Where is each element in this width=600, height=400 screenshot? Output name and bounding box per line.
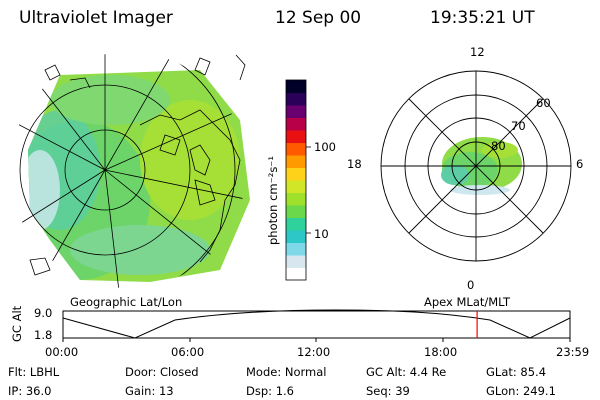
polar-mlat-mlt-panel bbox=[380, 70, 572, 262]
mode-field: Mode: Normal bbox=[246, 365, 327, 379]
dsp-value: 1.6 bbox=[275, 384, 294, 398]
mlt-label-6: 6 bbox=[576, 157, 584, 171]
colorbar-segment bbox=[286, 180, 306, 193]
colorbar-segment bbox=[286, 230, 306, 243]
mlat-label-80: 80 bbox=[491, 139, 506, 153]
colorbar-segment bbox=[286, 192, 306, 206]
time-label: 19:35:21 UT bbox=[430, 8, 535, 28]
time-tick-0000: 00:00 bbox=[45, 345, 79, 359]
color-scale-bar bbox=[285, 79, 307, 281]
colorbar-segment bbox=[286, 267, 306, 281]
mlt-label-18: 18 bbox=[347, 157, 362, 171]
ip-value: 36.0 bbox=[25, 384, 52, 398]
gcalt-value: 4.4 Re bbox=[409, 365, 447, 379]
colorbar-segment bbox=[286, 217, 306, 231]
seq-value: 39 bbox=[395, 384, 410, 398]
geographic-map-panel bbox=[10, 52, 250, 288]
time-tick-1200: 12:00 bbox=[297, 345, 331, 359]
dsp-field: Dsp: 1.6 bbox=[246, 384, 294, 398]
mlat-label-70: 70 bbox=[511, 119, 526, 133]
colorbar-segment bbox=[286, 242, 306, 256]
colorbar-segment bbox=[286, 117, 306, 131]
apex-caption: Apex MLat/MLT bbox=[424, 295, 511, 309]
colorbar-segment bbox=[286, 142, 306, 156]
door-field: Door: Closed bbox=[125, 365, 199, 379]
door-value: Closed bbox=[159, 365, 199, 379]
date-label: 12 Sep 00 bbox=[275, 8, 362, 28]
gain-value: 13 bbox=[158, 384, 174, 398]
colorbar-tick-10: 10 bbox=[314, 227, 329, 241]
mlt-label-12: 12 bbox=[470, 45, 485, 59]
geographic-caption: Geographic Lat/Lon bbox=[70, 295, 183, 309]
altitude-ytick-1-8: 1.8 bbox=[34, 328, 53, 342]
colorbar-segment bbox=[286, 80, 306, 93]
gcalt-field: GC Alt: 4.4 Re bbox=[366, 365, 447, 379]
altitude-ytick-9: 9.0 bbox=[34, 306, 53, 320]
glon-field: GLon: 249.1 bbox=[486, 384, 556, 398]
mode-value: Normal bbox=[284, 365, 327, 379]
colorbar-segment bbox=[286, 167, 306, 181]
seq-field: Seq: 39 bbox=[366, 384, 410, 398]
colorbar-segment bbox=[286, 205, 306, 218]
altitude-ylabel: GC Alt bbox=[10, 305, 24, 342]
instrument-title: Ultraviolet Imager bbox=[19, 8, 173, 28]
flt-value: LBHL bbox=[29, 365, 60, 379]
colorbar-segment bbox=[286, 92, 306, 106]
colorbar-segment bbox=[286, 130, 306, 143]
colorbar-unit-label: photon cm⁻²s⁻¹ bbox=[266, 156, 280, 245]
glat-field: GLat: 85.4 bbox=[486, 365, 547, 379]
glon-value: 249.1 bbox=[522, 384, 556, 398]
gain-field: Gain: 13 bbox=[125, 384, 174, 398]
mlt-label-0: 0 bbox=[467, 278, 475, 292]
colorbar-frame bbox=[285, 79, 307, 281]
time-tick-0600: 06:00 bbox=[171, 345, 205, 359]
time-tick-1800: 18:00 bbox=[424, 345, 458, 359]
time-tick-2359: 23:59 bbox=[556, 345, 590, 359]
ip-field: IP: 36.0 bbox=[8, 384, 52, 398]
mlat-label-60: 60 bbox=[536, 96, 551, 110]
glat-value: 85.4 bbox=[520, 365, 547, 379]
altitude-plot bbox=[62, 309, 571, 342]
colorbar-segment bbox=[286, 105, 306, 118]
flt-field: Flt: LBHL bbox=[8, 365, 60, 379]
colorbar-segment bbox=[286, 155, 306, 168]
colorbar-tick-100: 100 bbox=[314, 140, 336, 154]
colorbar-segment bbox=[286, 255, 306, 268]
